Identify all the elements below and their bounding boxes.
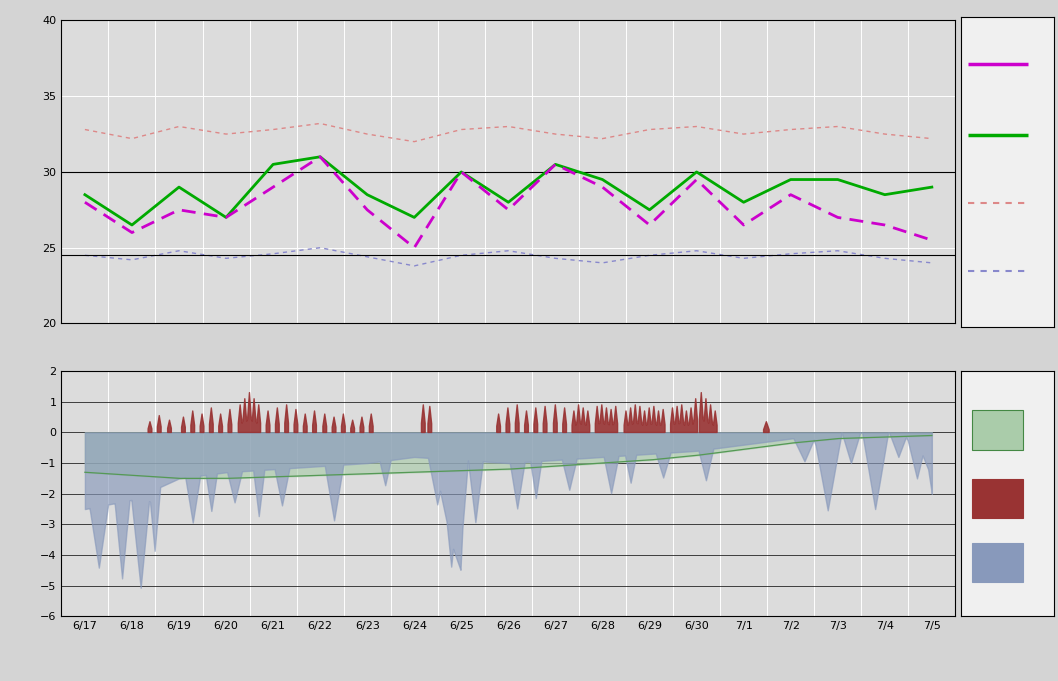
Bar — [972, 543, 1023, 582]
Bar — [972, 479, 1023, 518]
Bar — [972, 411, 1023, 449]
